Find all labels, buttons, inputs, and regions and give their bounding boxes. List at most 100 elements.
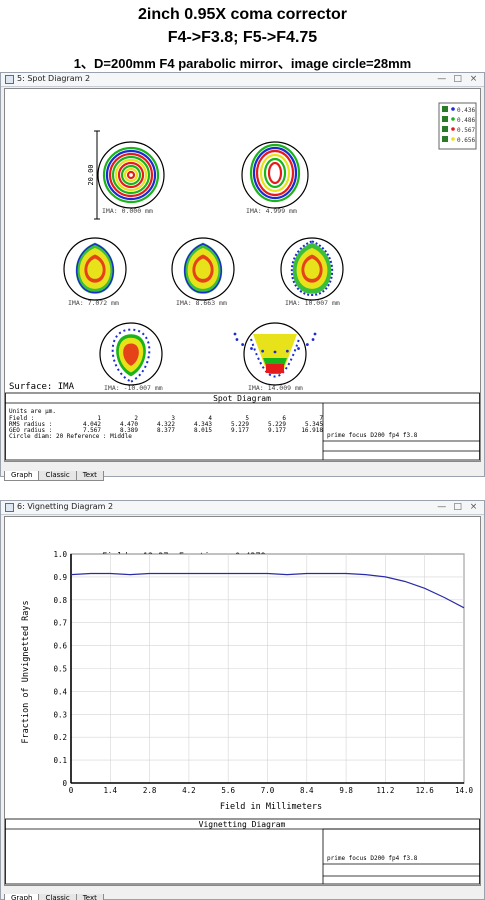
minimize-icon[interactable]: — <box>437 502 447 512</box>
spot-table-cell: 7 <box>319 415 323 422</box>
vig-tabs: Graph Classic Text <box>4 887 104 900</box>
spot-ring <box>290 240 334 297</box>
x-tick-label: 2.8 <box>143 786 157 795</box>
spot-table-cell: 9.177 <box>231 427 249 434</box>
legend-check-icon[interactable] <box>442 116 448 122</box>
stray-ray <box>311 338 315 341</box>
y-tick-label: 0 <box>62 779 67 788</box>
spot-legend: 0.436 0.486 0.567 0.656 <box>438 102 477 150</box>
spot-field-label: IMA: 0.000 mm <box>102 207 153 215</box>
legend-marker <box>451 107 455 111</box>
spot-field-3: IMA: 7.072 mm <box>63 237 127 307</box>
tab-graph[interactable]: Graph <box>4 471 40 481</box>
spot-field-1: IMA: 0.000 mm <box>97 141 165 215</box>
spot-ring <box>114 158 148 192</box>
spot-field-label: IMA: 14.009 mm <box>248 384 303 392</box>
spot-field-4: IMA: 8.663 mm <box>171 237 235 307</box>
window-icon <box>5 503 14 512</box>
spot-ring <box>102 146 160 204</box>
tab-text[interactable]: Text <box>75 471 104 481</box>
spot-ring <box>184 243 222 294</box>
x-tick-label: 8.4 <box>300 786 314 795</box>
spot-blob <box>123 343 139 366</box>
spot-table-cell: 4.322 <box>157 421 175 428</box>
vig-window-titlebar[interactable]: 6: Vignetting Diagram 2 — □ × <box>1 501 484 515</box>
y-tick-label: 0.9 <box>53 573 67 582</box>
spot-table-cell: 7.567 <box>83 427 101 434</box>
spot-ring <box>255 149 295 197</box>
x-tick-label: 12.6 <box>416 786 435 795</box>
vig-info-panel <box>5 818 480 885</box>
spot-diagram-window: 5: Spot Diagram 2 — □ × 20.00 0.436 0.486… <box>0 72 485 481</box>
spot-table-cell: 6 <box>282 415 286 422</box>
vig-xlabel: Field in Millimeters <box>220 802 322 812</box>
spot-window-titlebar[interactable]: 5: Spot Diagram 2 — □ × <box>1 73 484 87</box>
legend-label: 0.486 <box>457 117 475 124</box>
tab-text[interactable]: Text <box>75 894 104 900</box>
x-tick-label: 1.4 <box>104 786 118 795</box>
spot-table-cell: 4 <box>208 415 212 422</box>
scale-label: 20.00 <box>87 164 95 185</box>
y-tick-label: 0.5 <box>53 665 67 674</box>
x-tick-label: 4.2 <box>182 786 196 795</box>
close-icon[interactable]: × <box>469 502 478 512</box>
stray-ray <box>297 347 300 350</box>
legend-label: 0.656 <box>457 137 475 144</box>
spot-blob <box>304 258 320 279</box>
spot-field-label: IMA: 7.072 mm <box>68 299 119 307</box>
spot-diagram-canvas: 20.00 0.436 0.486 0.567 0.656 IMA: 0.000 mm… <box>5 102 480 461</box>
spot-ring <box>117 161 145 189</box>
tab-graph[interactable]: Graph <box>4 894 40 900</box>
spot-blob <box>87 258 103 279</box>
spot-table-cell: 5.229 <box>231 421 249 428</box>
y-tick-label: 0.3 <box>53 710 67 719</box>
spot-ring <box>126 170 136 180</box>
spot-ring <box>105 149 157 201</box>
legend-check-icon[interactable] <box>442 126 448 132</box>
tab-classic[interactable]: Classic <box>38 894 77 900</box>
spot-ring <box>250 338 300 378</box>
spot-table-cell: 5 <box>245 415 249 422</box>
spot-table-row-label: RMS radius : <box>9 421 52 428</box>
legend-label: 0.436 <box>457 107 475 114</box>
maximize-icon[interactable]: □ <box>453 502 462 512</box>
spot-window-title: 5: Spot Diagram 2 <box>17 74 91 83</box>
vignetting-series-line <box>70 572 465 609</box>
x-tick-label: 14.0 <box>455 786 474 795</box>
spot-table-row-label: GEO radius : <box>9 427 52 434</box>
spot-table-cell: 4.343 <box>194 421 212 428</box>
legend-marker <box>451 127 455 131</box>
y-tick-label: 0.2 <box>53 733 67 742</box>
maximize-icon[interactable]: □ <box>453 74 462 84</box>
legend-check-icon[interactable] <box>442 106 448 112</box>
stray-ray <box>313 332 317 336</box>
y-tick-label: 0.6 <box>53 642 67 651</box>
spot-table-cell: 5.229 <box>268 421 286 428</box>
stray-ray <box>241 343 245 346</box>
spot-table-cell: 2 <box>134 415 138 422</box>
spot-blob <box>266 364 284 373</box>
vignetting-plot: Field = 13.37, Fraction = 0.4279 01.42.8… <box>4 516 481 886</box>
tab-classic[interactable]: Classic <box>38 471 77 481</box>
spot-ring <box>267 161 283 185</box>
spot-table-cell: 9.177 <box>268 427 286 434</box>
x-tick-label: 9.8 <box>339 786 353 795</box>
vig-note: prime focus D200 fp4 f3.8 <box>327 855 418 862</box>
spot-table-cell: 4.042 <box>83 421 101 428</box>
spot-tabs: Graph Classic Text <box>4 464 104 481</box>
spot-field-7: IMA: 14.009 mm <box>233 322 317 392</box>
spot-table-cell: 8.377 <box>157 427 175 434</box>
stray-ray <box>273 350 277 354</box>
spot-ring <box>108 152 154 198</box>
close-icon[interactable]: × <box>469 74 478 84</box>
spot-table-cell: 5.345 <box>305 421 323 428</box>
stray-ray <box>285 349 289 353</box>
minimize-icon[interactable]: — <box>437 74 447 84</box>
x-tick-label: 5.6 <box>221 786 235 795</box>
heading-setup: 1、D=200mm F4 parabolic mirror、image circ… <box>73 56 412 71</box>
spot-field-2: IMA: 4.999 mm <box>241 141 309 215</box>
vig-ylabel: Fraction of Unvignetted Rays <box>21 600 31 743</box>
spot-table-cell: 1 <box>97 415 101 422</box>
spot-table-cell: 3 <box>171 415 175 422</box>
legend-check-icon[interactable] <box>442 136 448 142</box>
